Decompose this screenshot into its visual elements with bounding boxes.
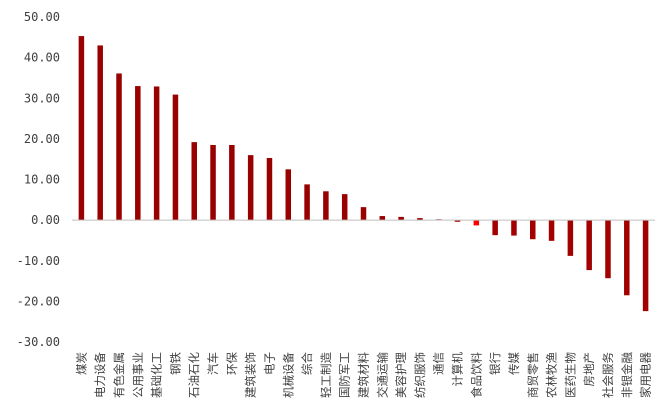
bar-2 (116, 73, 122, 221)
x-tick-label: 社会服务 (601, 352, 615, 398)
x-tick-label: 煤炭 (74, 352, 88, 375)
x-axis-labels: 煤炭 电力设备 有色金属 公用事业 基础化工 钢铁 石油石化 汽车 环保 建筑装饰 电子 机械设备 综合… (74, 352, 652, 398)
bar-29 (624, 220, 630, 296)
x-tick-label: 石油石化 (187, 352, 201, 398)
x-tick-label: 有色金属 (112, 352, 126, 398)
x-tick-label: 轻工制造 (319, 352, 333, 398)
x-tick-label: 电力设备 (93, 352, 107, 398)
bars (78, 36, 649, 312)
x-tick-label: 环保 (225, 352, 239, 375)
bar-21 (473, 220, 480, 226)
bar-17 (398, 216, 404, 221)
bar-12 (304, 184, 310, 221)
x-tick-label: 电子 (262, 352, 276, 375)
x-tick-label: 非银金融 (620, 352, 634, 398)
x-tick-label: 建筑材料 (357, 352, 371, 398)
x-tick-label: 钢铁 (168, 352, 182, 375)
bar-16 (379, 216, 386, 221)
x-tick-label: 通信 (432, 352, 446, 375)
x-tick-label: 食品饮料 (469, 352, 483, 398)
x-tick-label: 纺织服饰 (413, 352, 427, 398)
y-tick-label: 40.00 (24, 51, 60, 65)
bar-3 (135, 86, 141, 221)
bar-6 (191, 142, 197, 221)
bar-13 (323, 191, 329, 221)
x-tick-label: 建筑装饰 (244, 352, 258, 398)
bar-0 (78, 36, 85, 221)
y-tick-label: 30.00 (24, 91, 60, 105)
x-tick-label: 商贸零售 (526, 352, 540, 398)
bar-1 (97, 45, 103, 221)
bar-27 (586, 220, 592, 271)
bar-7 (210, 144, 216, 221)
x-tick-label: 综合 (300, 352, 314, 375)
x-tick-label: 房地产 (582, 352, 596, 387)
y-tick-label: -20.00 (17, 294, 60, 308)
bar-24 (530, 220, 536, 240)
bar-26 (567, 220, 574, 256)
y-tick-label: 0.00 (31, 213, 60, 227)
x-tick-label: 公用事业 (131, 352, 145, 398)
x-tick-label: 传媒 (507, 352, 521, 375)
bar-20 (454, 220, 461, 222)
y-axis: -30.00 -20.00 -10.00 0.00 10.00 20.00 30.00 40.… (17, 10, 60, 349)
x-tick-label: 交通运输 (375, 352, 389, 398)
x-tick-label: 机械设备 (281, 352, 295, 398)
bar-8 (229, 144, 235, 221)
y-tick-label: 10.00 (24, 173, 60, 187)
x-tick-label: 美容护理 (394, 352, 408, 398)
bar-5 (172, 94, 179, 221)
bar-10 (266, 157, 273, 221)
bar-9 (247, 155, 254, 221)
bar-4 (153, 86, 160, 221)
y-tick-label: 50.00 (24, 10, 60, 24)
bar-22 (492, 220, 498, 236)
bar-28 (605, 220, 611, 279)
bar-11 (285, 169, 292, 221)
bar-15 (360, 207, 367, 221)
y-tick-label: 20.00 (24, 132, 60, 146)
x-tick-label: 医药生物 (563, 352, 577, 398)
bar-25 (548, 220, 555, 241)
x-tick-label: 银行 (488, 352, 502, 375)
x-tick-label: 家用电器 (639, 352, 653, 398)
x-tick-label: 国防军工 (338, 352, 352, 398)
x-tick-label: 基础化工 (150, 352, 164, 398)
x-tick-label: 计算机 (451, 352, 465, 387)
bar-30 (642, 220, 649, 312)
x-tick-label: 汽车 (206, 352, 220, 375)
bar-23 (511, 220, 517, 236)
y-tick-label: -10.00 (17, 254, 60, 268)
y-tick-label: -30.00 (17, 335, 60, 349)
x-tick-label: 农林牧渔 (545, 352, 559, 398)
bar-14 (341, 194, 348, 221)
bar-18 (417, 218, 423, 221)
